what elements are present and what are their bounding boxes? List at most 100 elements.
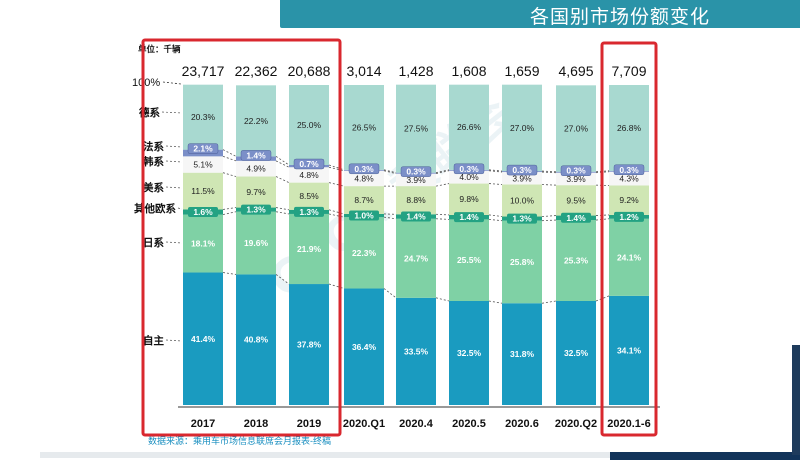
series-leader-german — [161, 111, 183, 114]
label-bg-other_eu-2 — [294, 206, 324, 217]
bar-domestic-7 — [556, 301, 596, 405]
bar-japanese-2 — [289, 213, 329, 285]
value-label-american-3: 8.7% — [354, 195, 374, 205]
series-label-domestic: 自主 — [143, 334, 164, 347]
value-label-french-0: 2.1% — [193, 144, 213, 154]
bar-german-0 — [183, 84, 223, 150]
value-label-korean-8: 4.3% — [619, 174, 639, 184]
bar-japanese-5 — [449, 219, 489, 301]
total-label-2: 20,688 — [288, 63, 331, 79]
top-percent-label: 100% — [132, 77, 160, 89]
value-label-german-4: 27.5% — [404, 124, 429, 134]
value-label-japanese-6: 25.8% — [510, 257, 535, 267]
bar-american-1 — [236, 176, 276, 208]
connector-japanese-6 — [541, 219, 557, 222]
value-label-american-6: 10.0% — [510, 196, 535, 206]
label-bg-french-4 — [400, 166, 432, 177]
connector-korean-0 — [222, 155, 237, 162]
label-bg-other_eu-8 — [614, 211, 644, 222]
bar-domestic-8 — [609, 295, 649, 405]
label-bg-french-3 — [348, 163, 380, 175]
value-label-japanese-0: 18.1% — [191, 239, 216, 249]
connector-domestic-6 — [541, 300, 557, 304]
bar-domestic-0 — [183, 272, 223, 405]
bar-korean-0 — [183, 156, 223, 173]
connector-american-6 — [541, 184, 557, 186]
value-label-american-4: 8.8% — [406, 195, 426, 205]
value-label-japanese-8: 24.1% — [617, 252, 642, 262]
connector-other_eu-6 — [541, 215, 557, 217]
bar-japanese-7 — [556, 220, 596, 301]
series-label-japanese: 日系 — [143, 236, 164, 249]
bar-american-6 — [502, 184, 542, 217]
category-label-6: 2020.6 — [505, 418, 539, 430]
bar-domestic-6 — [502, 303, 542, 405]
value-label-german-8: 26.8% — [617, 123, 642, 133]
series-label-korean: 韩系 — [143, 155, 164, 168]
footer-accent-bar — [610, 452, 800, 460]
series-label-french: 法系 — [143, 140, 164, 153]
value-label-german-3: 26.5% — [352, 122, 377, 132]
total-label-5: 1,608 — [451, 63, 486, 79]
connector-domestic-0 — [222, 272, 237, 275]
value-label-korean-0: 5.1% — [193, 160, 213, 170]
value-label-korean-2: 4.8% — [299, 170, 319, 180]
bar-american-8 — [609, 185, 649, 215]
value-label-korean-1: 4.9% — [246, 164, 266, 174]
bar-domestic-5 — [449, 301, 489, 405]
value-label-american-8: 9.2% — [619, 195, 639, 205]
value-label-other_eu-0: 1.6% — [193, 207, 213, 217]
value-label-american-7: 9.5% — [566, 195, 586, 205]
value-label-other_eu-1: 1.3% — [246, 205, 266, 215]
bar-korean-2 — [289, 167, 329, 183]
series-leader-american — [165, 186, 183, 189]
value-label-domestic-4: 33.5% — [404, 346, 429, 356]
total-label-8: 7,709 — [611, 63, 646, 79]
category-label-3: 2020.Q1 — [343, 418, 385, 430]
bar-american-0 — [183, 172, 223, 210]
label-bg-french-8 — [613, 164, 645, 175]
value-label-domestic-6: 31.8% — [510, 349, 535, 359]
value-label-french-1: 1.4% — [246, 150, 266, 160]
label-bg-french-1 — [240, 150, 272, 161]
connector-other_eu-1 — [275, 207, 290, 211]
connector-domestic-3 — [383, 288, 397, 299]
page-title: 各国别市场份额变化 — [529, 6, 710, 28]
value-label-french-2: 0.7% — [299, 159, 319, 169]
label-bg-french-7 — [560, 165, 592, 176]
value-label-german-7: 27.0% — [564, 124, 589, 134]
connector-american-2 — [328, 182, 345, 187]
series-label-other_eu: 其他欧系 — [134, 202, 176, 215]
bar-korean-3 — [344, 170, 384, 187]
connector-other_eu-4 — [435, 213, 450, 216]
connector-korean-6 — [541, 171, 557, 174]
connector-domestic-2 — [328, 283, 345, 289]
value-label-other_eu-5: 1.4% — [459, 212, 479, 222]
connector-korean-1 — [275, 160, 290, 168]
label-bg-french-6 — [506, 164, 538, 176]
category-label-5: 2020.5 — [452, 418, 486, 430]
label-bg-other_eu-6 — [507, 213, 537, 224]
value-label-japanese-2: 21.9% — [297, 244, 322, 254]
label-bg-other_eu-0 — [188, 207, 218, 218]
value-label-japanese-5: 25.5% — [457, 255, 482, 265]
category-label-7: 2020.Q2 — [555, 418, 597, 430]
series-leader-korean — [165, 160, 183, 163]
value-label-domestic-1: 40.8% — [244, 335, 269, 345]
connector-korean-5 — [488, 170, 503, 173]
value-label-korean-5: 4.0% — [459, 172, 479, 182]
value-label-other_eu-4: 1.4% — [406, 212, 426, 222]
category-label-2: 2019 — [297, 418, 321, 430]
connector-french-0 — [222, 149, 237, 157]
total-label-1: 22,362 — [235, 63, 278, 79]
connector-domestic-1 — [275, 274, 290, 285]
total-label-3: 3,014 — [346, 63, 381, 79]
label-bg-french-5 — [453, 163, 485, 175]
value-label-korean-6: 3.9% — [512, 173, 532, 183]
bar-american-5 — [449, 183, 489, 215]
total-label-4: 1,428 — [398, 63, 433, 79]
label-bg-other_eu-5 — [454, 212, 484, 223]
highlight-box-annual — [141, 38, 342, 437]
label-bg-other_eu-7 — [561, 212, 591, 223]
label-bg-french-0 — [187, 143, 219, 154]
